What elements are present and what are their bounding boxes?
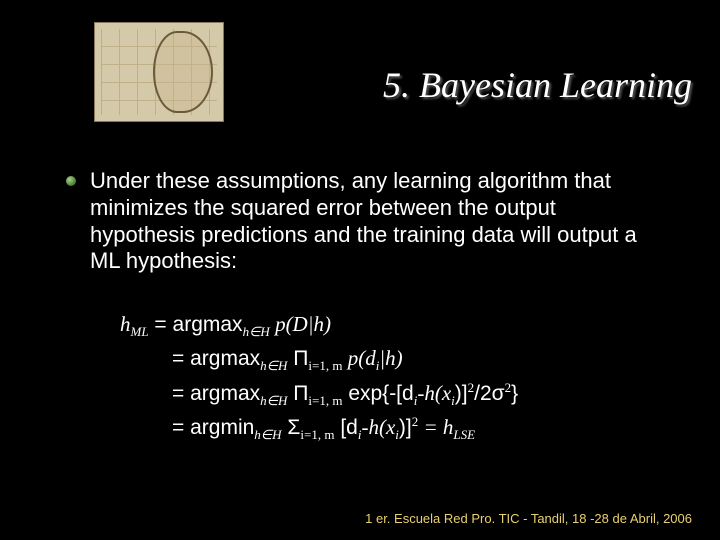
footer-text: 1 er. Escuela Red Pro. TIC - Tandil, 18 … [365,511,692,526]
math-sub: h∈H [260,359,287,374]
math-sub: h∈H [254,427,281,442]
math-sub: h∈H [243,324,270,339]
math-line-4: = argminh∈H Σi=1, m [di-h(xi)]2 = hLSE [120,411,680,445]
math-sub: i=1, m [300,427,334,442]
math-text: p(D|h) [270,312,331,336]
math-text: |h) [379,346,402,370]
math-text: -h(x [361,415,395,439]
math-text: exp{-[d [342,382,413,405]
math-sub: LSE [453,427,475,442]
math-text: = h [418,415,453,439]
math-line-1: hML = argmaxh∈H p(D|h) [120,308,680,342]
body-paragraph: Under these assumptions, any learning al… [90,168,660,275]
sum-symbol: Σ [282,416,301,439]
math-text: [d [334,416,357,439]
header-logo [94,22,224,122]
math-text: )] [455,382,468,405]
math-derivation: hML = argmaxh∈H p(D|h) = argmaxh∈H Πi=1,… [120,308,680,445]
math-text: = argmin [172,416,254,439]
math-text: = argmax [149,313,243,336]
math-text: p(d [342,346,375,370]
math-line-2: = argmaxh∈H Πi=1, m p(di|h) [120,342,680,376]
math-text: )] [399,416,412,439]
math-line-3: = argmaxh∈H Πi=1, m exp{-[di-h(xi)]2/2σ2… [120,377,680,411]
math-text: h [120,312,131,336]
product-symbol: Π [287,382,308,405]
slide-title: 5. Bayesian Learning [260,64,692,106]
math-sub: i=1, m [308,359,342,374]
math-text: /2σ [474,382,504,405]
math-sub: ML [131,324,149,339]
slide: 5. Bayesian Learning Under these assumpt… [0,0,720,540]
bullet-icon [66,176,76,186]
math-sub: i=1, m [308,393,342,408]
math-text: = argmax [172,382,260,405]
math-text: = argmax [172,347,260,370]
math-sub: h∈H [260,393,287,408]
product-symbol: Π [287,347,308,370]
math-text: -h(x [417,381,451,405]
math-text: } [511,382,518,405]
